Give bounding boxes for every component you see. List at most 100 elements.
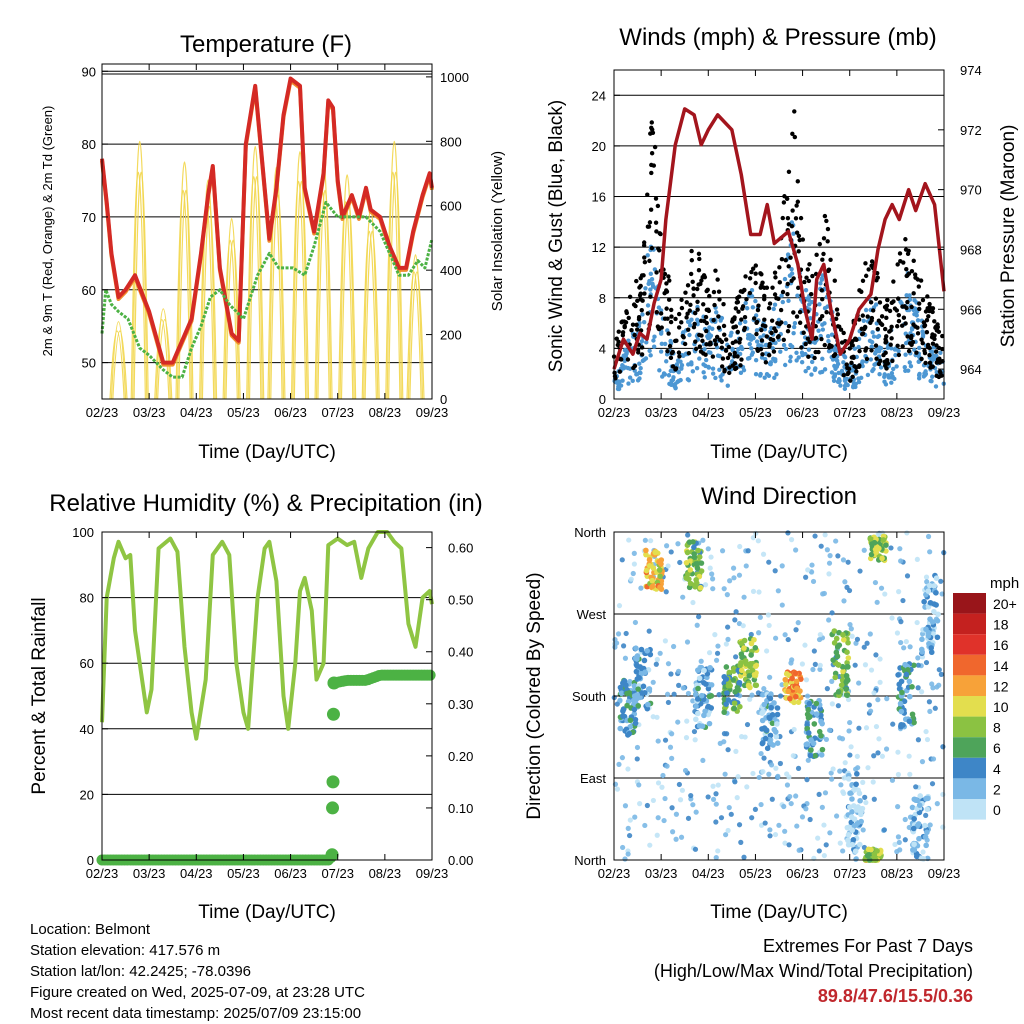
gust-point [632, 363, 638, 369]
direction-point [799, 814, 806, 820]
direction-point [804, 741, 810, 747]
direction-point [842, 760, 848, 766]
wind-point [758, 373, 763, 378]
temp-y2tick-label: 600 [440, 199, 462, 214]
gust-point [760, 323, 766, 328]
direction-point [785, 688, 792, 695]
direction-point [840, 848, 846, 854]
wind-point [782, 276, 788, 282]
direction-point [933, 575, 940, 581]
gust-point [832, 352, 838, 357]
gust-point [734, 300, 740, 305]
direction-point [655, 738, 661, 744]
temp-xtick-label: 09/23 [416, 405, 449, 420]
direction-point [827, 830, 833, 836]
wind-point [904, 293, 909, 298]
humidity-panel: Relative Humidity (%) & Precipitation (i… [29, 490, 483, 923]
solar-insolation-curve [222, 240, 238, 400]
gust-point [631, 302, 637, 307]
direction-point [675, 541, 681, 547]
gust-point [676, 311, 682, 317]
direction-point [766, 771, 772, 777]
wind-point [687, 323, 693, 328]
direction-point [929, 781, 936, 787]
extremes-heading: Extremes For Past 7 Days [762, 936, 973, 956]
legend-title: mph [990, 575, 1019, 592]
gust-point [797, 309, 803, 315]
dewpoint-line [100, 200, 434, 379]
humidity-xlabel: Time (Day/UTC) [198, 902, 336, 923]
wind-point [659, 341, 665, 347]
direction-point [669, 731, 675, 737]
direction-point [786, 842, 792, 848]
gust-point [754, 331, 759, 337]
direction-point [665, 563, 671, 569]
direction-point [710, 796, 717, 803]
wind-xtick-label: 06/23 [786, 405, 819, 420]
wind-point [764, 371, 770, 377]
wind-point [859, 375, 864, 381]
direction-point [795, 699, 802, 705]
direction-point [788, 537, 795, 543]
direction-point [645, 686, 652, 692]
wind-point [898, 299, 903, 304]
temp-y2tick-label: 800 [440, 134, 462, 149]
direction-point [654, 656, 660, 663]
direction-point [879, 753, 886, 759]
gust-point [760, 280, 765, 285]
wind-point [645, 303, 651, 308]
gust-point [712, 338, 718, 343]
gust-point [917, 306, 922, 312]
direction-point [857, 568, 863, 574]
direction-point [902, 837, 908, 843]
gust-point [649, 151, 655, 156]
legend-swatch [953, 696, 986, 717]
direction-point [847, 719, 853, 726]
gust-point [753, 280, 758, 286]
direction-point [662, 638, 668, 644]
direction-point [930, 756, 937, 762]
direction-point [798, 676, 804, 682]
direction-point [813, 700, 820, 707]
gust-point [641, 273, 646, 278]
temp-xtick-label: 03/23 [133, 405, 166, 420]
wind-point [779, 293, 784, 298]
wind-point [916, 345, 922, 351]
gust-point [685, 283, 691, 288]
direction-point [823, 736, 830, 743]
direction-point [643, 551, 649, 558]
gust-point [899, 323, 905, 328]
gust-point [936, 345, 942, 351]
direction-point [831, 628, 838, 634]
gust-point [753, 271, 758, 276]
gust-point [762, 293, 767, 299]
humidity-frame [101, 531, 433, 861]
gust-point [932, 319, 937, 324]
direction-point [822, 790, 829, 796]
direction-point [881, 827, 887, 833]
gust-point [759, 272, 764, 277]
gust-point [762, 285, 767, 290]
direction-point [901, 645, 907, 651]
direction-point [763, 727, 770, 734]
direction-point [770, 742, 776, 748]
direction-point [809, 562, 815, 568]
direction-point [727, 578, 733, 584]
direction-point [676, 682, 682, 688]
direction-point [665, 699, 672, 706]
precip-point [327, 676, 341, 690]
direction-point [791, 726, 797, 733]
direction-point [919, 636, 925, 643]
wind-point [806, 297, 811, 303]
gust-point [847, 346, 852, 351]
direction-point [731, 705, 738, 712]
solar-insolation-curve [175, 189, 191, 400]
direction-point [696, 675, 703, 682]
gust-point [695, 299, 700, 305]
direction-point [767, 674, 773, 680]
gust-point [904, 266, 909, 272]
gust-point [790, 131, 795, 137]
solar-insolation-curve [409, 271, 425, 400]
direction-point [747, 663, 753, 670]
wind-point [664, 359, 669, 364]
